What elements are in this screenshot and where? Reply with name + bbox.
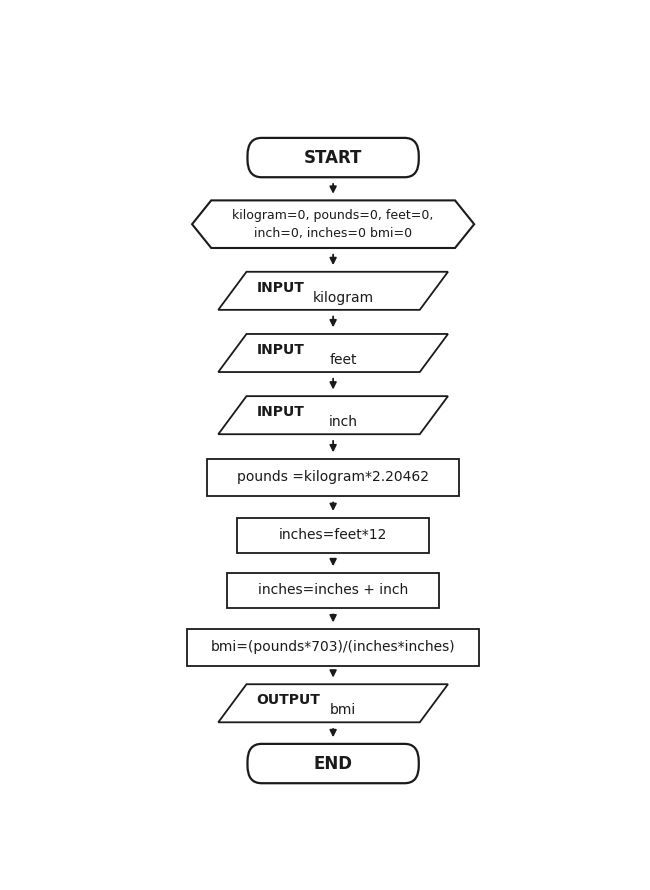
Text: inch: inch <box>329 415 358 429</box>
Polygon shape <box>218 334 448 372</box>
Polygon shape <box>218 271 448 310</box>
Text: END: END <box>313 755 352 773</box>
Text: kilogram=0, pounds=0, feet=0,
inch=0, inches=0 bmi=0: kilogram=0, pounds=0, feet=0, inch=0, in… <box>233 208 434 239</box>
Text: pounds =kilogram*2.20462: pounds =kilogram*2.20462 <box>237 471 429 484</box>
Text: OUTPUT: OUTPUT <box>257 693 320 708</box>
FancyBboxPatch shape <box>248 744 419 783</box>
Bar <box>227 573 439 608</box>
Bar <box>237 518 429 553</box>
Text: bmi=(pounds*703)/(inches*inches): bmi=(pounds*703)/(inches*inches) <box>211 641 456 654</box>
Bar <box>207 459 459 496</box>
Polygon shape <box>192 200 474 248</box>
Text: INPUT: INPUT <box>257 343 304 357</box>
Text: inches=feet*12: inches=feet*12 <box>279 528 387 542</box>
Text: INPUT: INPUT <box>257 405 304 419</box>
Bar <box>187 629 479 666</box>
Text: START: START <box>304 149 362 166</box>
Text: kilogram: kilogram <box>313 291 374 304</box>
Text: inches=inches + inch: inches=inches + inch <box>258 583 408 597</box>
FancyBboxPatch shape <box>248 138 419 177</box>
Text: feet: feet <box>330 352 357 367</box>
Polygon shape <box>218 684 448 723</box>
Text: bmi: bmi <box>330 703 356 717</box>
Text: INPUT: INPUT <box>257 280 304 295</box>
Polygon shape <box>218 396 448 434</box>
